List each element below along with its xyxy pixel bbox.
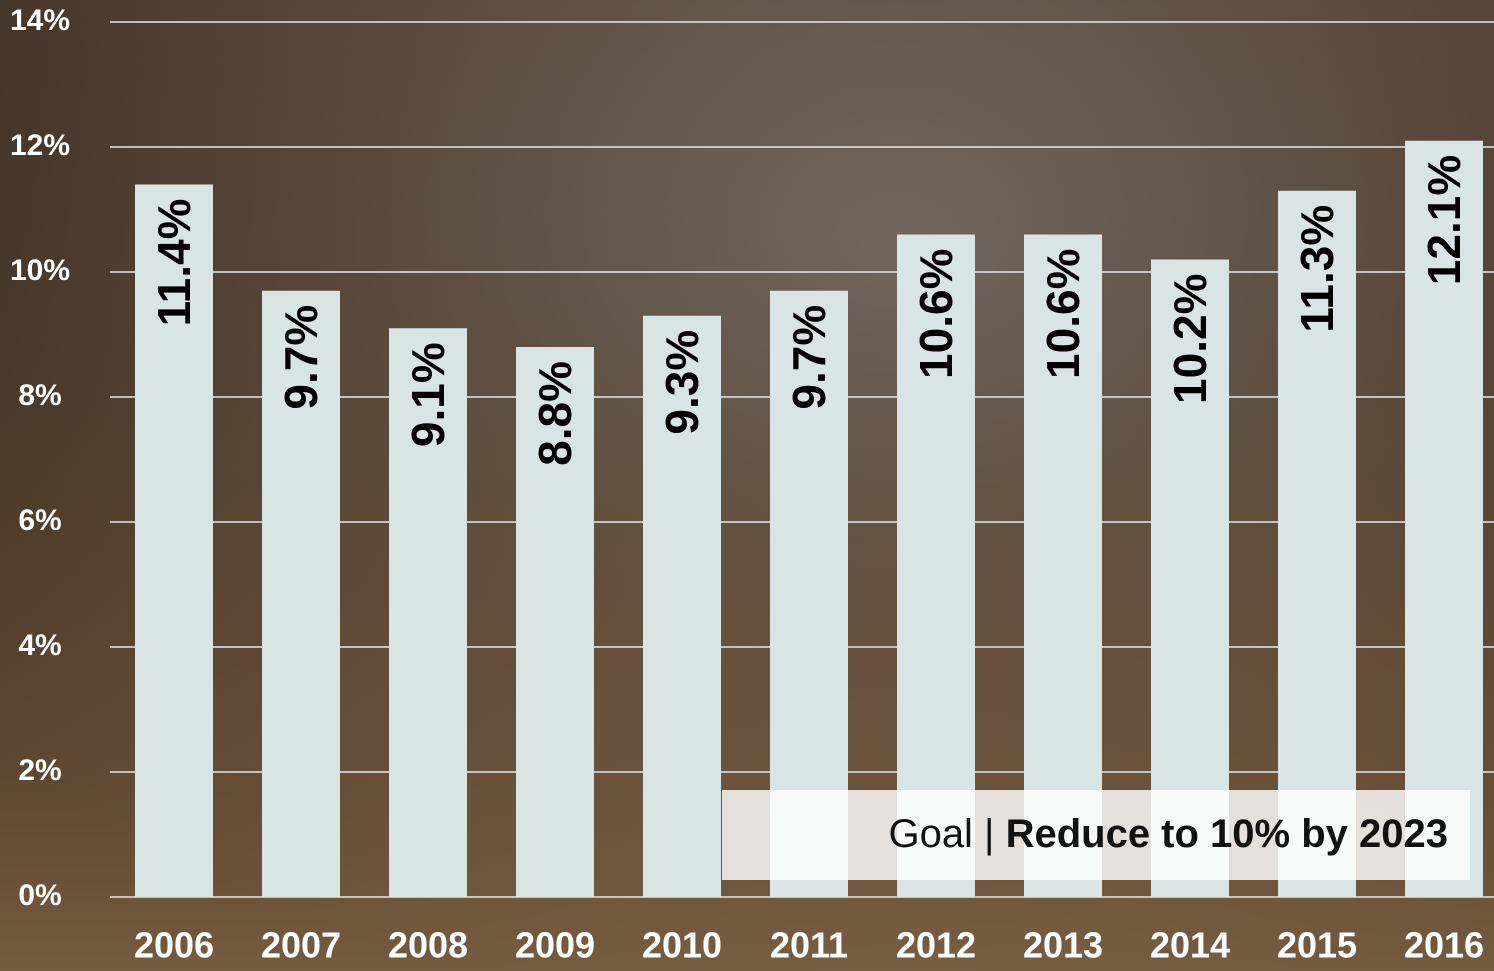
- data-label: 9.7%: [783, 305, 835, 410]
- data-label: 9.7%: [275, 305, 327, 410]
- data-label: 8.8%: [529, 361, 581, 466]
- bar: [643, 315, 721, 897]
- x-tick-label: 2010: [642, 925, 722, 966]
- data-label: 11.4%: [148, 199, 200, 327]
- bar: [1278, 190, 1356, 897]
- y-tick-label: 8%: [18, 379, 61, 412]
- y-tick-label: 0%: [18, 879, 61, 912]
- bar: [262, 290, 340, 897]
- data-label: 10.2%: [1164, 274, 1216, 404]
- x-tick-label: 2011: [770, 925, 848, 966]
- annotation-text: Reduce to 10% by 2023: [1006, 812, 1448, 856]
- bar: [135, 184, 213, 897]
- x-tick-label: 2008: [388, 925, 468, 966]
- y-tick-label: 12%: [10, 129, 70, 162]
- bar: [1024, 234, 1102, 897]
- x-tick-label: 2016: [1404, 925, 1484, 966]
- annotation-box: [722, 790, 1470, 880]
- data-label: 9.3%: [656, 330, 708, 435]
- bar: [389, 328, 467, 897]
- x-tick-label: 2007: [261, 925, 341, 966]
- x-tick-label: 2012: [896, 925, 976, 966]
- data-label: 10.6%: [910, 249, 962, 379]
- x-tick-label: 2006: [134, 925, 214, 966]
- y-tick-label: 10%: [10, 254, 70, 287]
- x-tick-label: 2015: [1277, 925, 1357, 966]
- data-label: 9.1%: [402, 342, 454, 447]
- x-tick-label: 2013: [1023, 925, 1103, 966]
- data-label: 11.3%: [1291, 205, 1343, 333]
- y-tick-label: 6%: [18, 504, 61, 537]
- data-label: 12.1%: [1418, 155, 1470, 285]
- bar: [897, 234, 975, 897]
- x-tick-label: 2014: [1150, 925, 1230, 966]
- x-tick-label: 2009: [515, 925, 595, 966]
- y-tick-label: 4%: [18, 629, 61, 662]
- data-label: 10.6%: [1037, 249, 1089, 379]
- annotation: Goal | Reduce to 10% by 2023: [888, 812, 1448, 856]
- y-tick-label: 2%: [18, 754, 61, 787]
- bar: [516, 347, 594, 897]
- bar: [1405, 140, 1483, 897]
- annotation-prefix: Goal |: [888, 812, 994, 856]
- y-tick-label: 14%: [10, 4, 70, 37]
